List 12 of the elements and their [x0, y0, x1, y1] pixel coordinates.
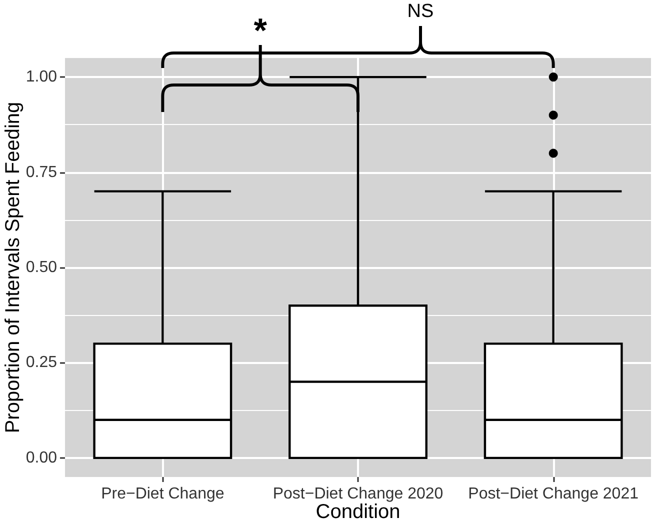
y-tick-label: 0.75 — [26, 164, 58, 181]
y-tick-label: 0.50 — [26, 259, 58, 276]
y-tick-label: 0.25 — [26, 354, 58, 372]
x-tick-label: Pre−Diet Change — [101, 486, 224, 502]
y-axis-title: Proportion of Intervals Spent Feeding — [2, 102, 24, 434]
text: NS — [407, 1, 434, 22]
y-tick-label: 1.00 — [26, 68, 58, 86]
text: * — [254, 12, 268, 50]
x-tick-label: Post−Diet Change 2020 — [272, 486, 444, 502]
y-tick-label: 0.00 — [26, 449, 58, 466]
x-tick-label: Post−Diet Change 2021 — [468, 486, 639, 502]
x-axis-title: Condition — [316, 501, 400, 523]
